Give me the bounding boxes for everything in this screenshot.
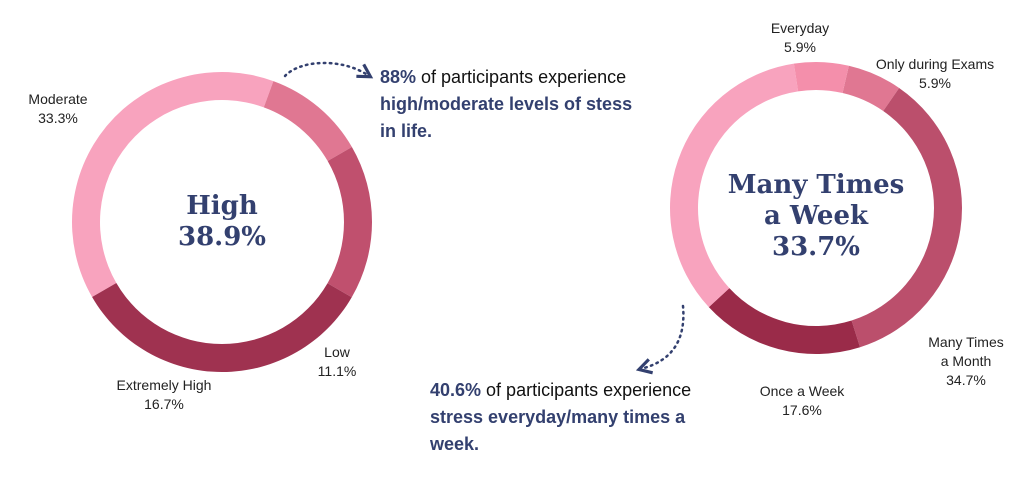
center-label-line-2: a Week bbox=[764, 201, 869, 231]
stress-level-donut: Low 11.1% Extremely High 16.7% Moderate 33.3%… bbox=[28, 72, 373, 412]
slice-label-many-times-a-month: Many Times a Month 34.7% bbox=[928, 334, 1003, 388]
callout-arrow-2 bbox=[635, 304, 685, 375]
callout-2-percent: 40.6% bbox=[430, 380, 482, 400]
center-label-line-3: 33.7% bbox=[772, 232, 860, 262]
slice-label-only-during-exams: Only during Exams 5.9% bbox=[876, 56, 994, 91]
slice-low bbox=[263, 81, 352, 161]
callout-1-text-1: of participants experience bbox=[416, 67, 627, 87]
slice-label-extremely-high: Extremely High 16.7% bbox=[117, 377, 212, 412]
callout-1-percent: 88% bbox=[380, 67, 417, 87]
callout-2-text-2: stress everyday/many times a bbox=[430, 407, 686, 427]
callout-2-text-3: week. bbox=[430, 434, 480, 454]
callout-arrow-1 bbox=[283, 61, 374, 79]
slice-moderate bbox=[92, 283, 352, 373]
stress-frequency-donut: Only during Exams 5.9% Many Times a Month 34… bbox=[670, 20, 1004, 418]
slice-label-everyday: Everyday 5.9% bbox=[771, 20, 829, 55]
slice-many-times-a-week bbox=[670, 63, 799, 308]
stress-level-callout: 88% of participants experience high/mode… bbox=[380, 64, 690, 145]
callout-2-text-1: of participants experience bbox=[481, 380, 692, 400]
slice-only-during-exams bbox=[842, 65, 900, 112]
slice-everyday bbox=[793, 62, 849, 94]
slice-label-low: Low 11.1% bbox=[318, 344, 357, 379]
slice-once-a-week bbox=[708, 288, 861, 355]
slice-extremely-high bbox=[327, 147, 373, 298]
slice-many-times-a-month bbox=[851, 87, 962, 348]
slice-label-once-a-week: Once a Week 17.6% bbox=[760, 383, 846, 418]
slice-label-moderate: Moderate 33.3% bbox=[28, 91, 87, 126]
callout-1-text-2: high/moderate levels of stess bbox=[380, 94, 633, 114]
center-label-line-1: Many Times bbox=[728, 170, 905, 200]
center-label-line-1: High bbox=[186, 191, 258, 221]
callout-1-text-3: in life. bbox=[380, 121, 433, 141]
center-label-line-2: 38.9% bbox=[178, 222, 266, 252]
slice-high bbox=[72, 72, 274, 297]
stress-frequency-callout: 40.6% of participants experience stress … bbox=[430, 377, 740, 458]
